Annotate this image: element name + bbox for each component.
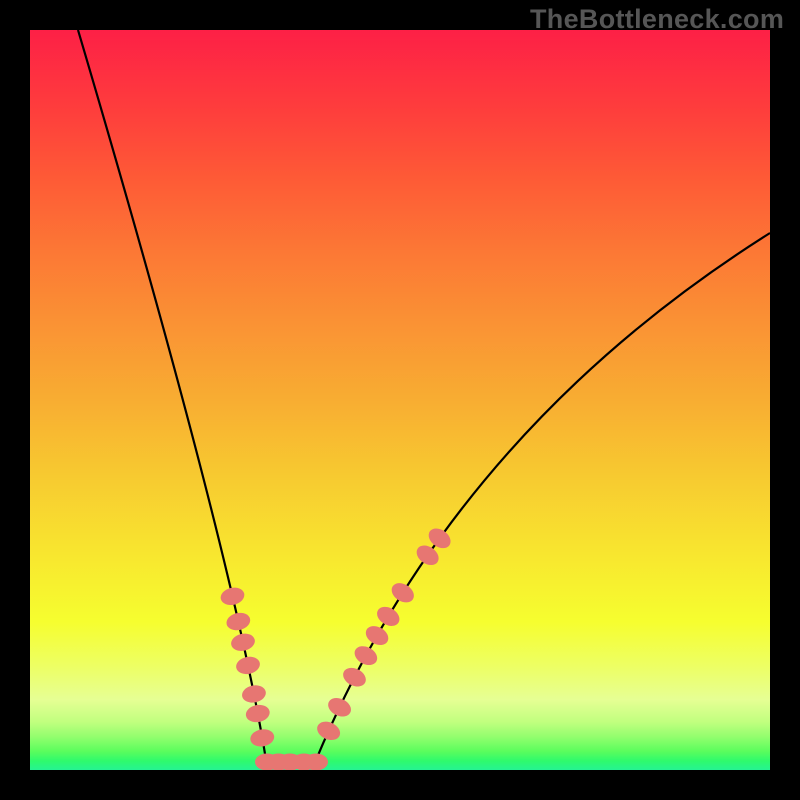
frame-border bbox=[770, 0, 800, 800]
plot-background bbox=[30, 30, 770, 770]
frame-border bbox=[0, 770, 800, 800]
bottleneck-chart bbox=[0, 0, 800, 800]
highlight-dot bbox=[304, 754, 328, 771]
frame-border bbox=[0, 0, 30, 800]
watermark-text: TheBottleneck.com bbox=[530, 4, 784, 35]
